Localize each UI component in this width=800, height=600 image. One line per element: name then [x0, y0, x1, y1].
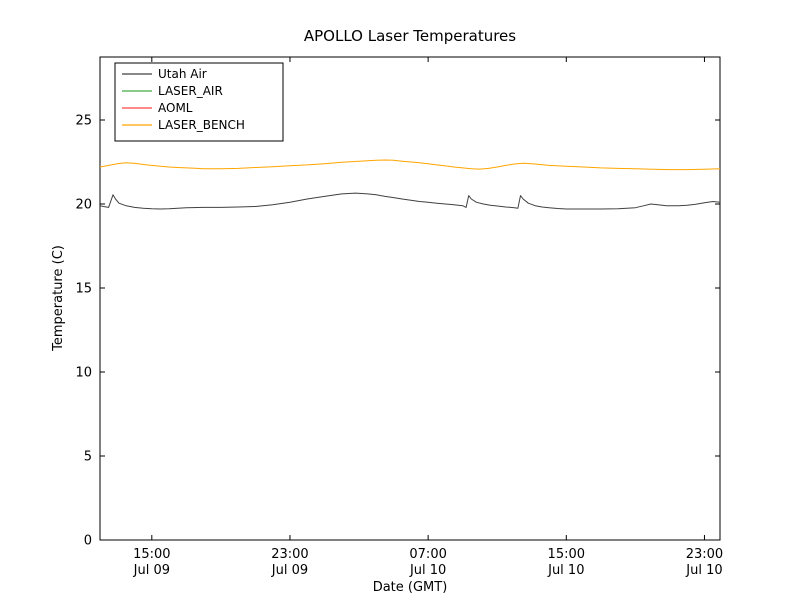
x-tick-label-time: 23:00: [271, 547, 308, 562]
legend-label: AOML: [158, 101, 193, 115]
plot-frame: [99, 56, 721, 541]
y-tick-label: 20: [75, 198, 92, 213]
x-tick-label-time: 15:00: [548, 547, 585, 562]
x-tick-label-time: 15:00: [133, 547, 170, 562]
x-tick-label-time: 07:00: [409, 547, 446, 562]
x-tick-label-date: Jul 09: [133, 563, 170, 578]
x-tick-label-time: 23:00: [686, 547, 723, 562]
chart-title: APOLLO Laser Temperatures: [304, 27, 516, 45]
x-tick-label-date: Jul 10: [685, 563, 722, 578]
data-series: [99, 159, 721, 210]
x-tick-label-date: Jul 10: [547, 563, 584, 578]
legend-box: [114, 62, 284, 142]
legend-label: LASER_AIR: [158, 84, 223, 98]
y-tick-label: 15: [75, 282, 92, 297]
x-axis-label: Date (GMT): [373, 580, 448, 595]
x-tick-label-date: Jul 09: [271, 563, 308, 578]
legend-label: LASER_BENCH: [158, 118, 245, 132]
y-tick-label: 10: [75, 366, 92, 381]
y-tick-label: 0: [84, 534, 92, 549]
legend-label: Utah Air: [158, 67, 207, 81]
y-tick-label: 5: [84, 450, 92, 465]
y-axis-label: Temperature (C): [51, 245, 66, 352]
x-tick-label-date: Jul 10: [409, 563, 446, 578]
y-tick-label: 25: [75, 114, 92, 129]
series-line-utah-air: [99, 192, 721, 210]
plot-border: [99, 56, 721, 541]
series-line-laser-bench: [99, 159, 721, 171]
legend: Utah Air LASER_AIR AOML LASER_BENCH: [114, 62, 284, 142]
